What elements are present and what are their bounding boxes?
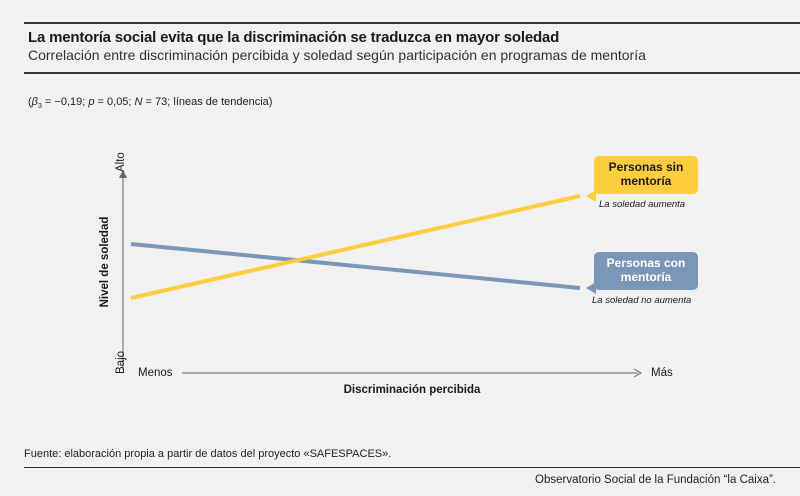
footer-rule bbox=[24, 467, 800, 468]
x-axis-title: Discriminación percibida bbox=[344, 384, 481, 396]
p-value: = 0,05; bbox=[94, 96, 135, 108]
series-label-con-mentoria: Personas con mentoría bbox=[594, 252, 698, 290]
y-tick-label-low: Bajo bbox=[115, 351, 127, 374]
source-note: Fuente: elaboración propia a partir de d… bbox=[24, 448, 392, 460]
chart-title: La mentoría social evita que la discrimi… bbox=[28, 29, 560, 46]
x-tick-label-low: Menos bbox=[138, 367, 173, 379]
chart-subtitle: Correlación entre discriminación percibi… bbox=[28, 47, 646, 63]
x-tick-label-high: Más bbox=[651, 367, 673, 379]
stats-open-paren: ( bbox=[28, 96, 32, 108]
top-rule bbox=[24, 22, 800, 24]
beta-symbol: β bbox=[31, 96, 38, 108]
label-pointer-con-mentoria bbox=[586, 282, 596, 294]
x-axis-arrow bbox=[633, 368, 643, 378]
header-rule bbox=[24, 72, 800, 74]
beta-value: = −0,19; bbox=[41, 96, 89, 108]
series-note-sin-mentoria: La soledad aumenta bbox=[599, 199, 686, 210]
series-line-con-mentoria bbox=[130, 242, 581, 290]
p-symbol: p bbox=[88, 96, 95, 108]
series-line-sin-mentoria bbox=[130, 194, 581, 300]
y-axis-title: Nivel de soledad bbox=[99, 217, 111, 308]
label-pointer-sin-mentoria bbox=[586, 190, 596, 202]
y-tick-label-high: Alto bbox=[115, 152, 127, 172]
y-axis-arrow bbox=[119, 170, 127, 178]
series-note-con-mentoria: La soledad no aumenta bbox=[592, 295, 692, 306]
stats-line: (β3 = −0,19; p = 0,05; N = 73; líneas de… bbox=[28, 96, 272, 110]
n-value: = 73; líneas de tendencia) bbox=[142, 96, 273, 108]
beta-subscript: 3 bbox=[37, 103, 42, 111]
credit-line: Observatorio Social de la Fundación “la … bbox=[535, 474, 776, 486]
series-label-sin-mentoria: Personas sin mentoría bbox=[594, 156, 698, 194]
n-symbol: N bbox=[134, 96, 143, 108]
